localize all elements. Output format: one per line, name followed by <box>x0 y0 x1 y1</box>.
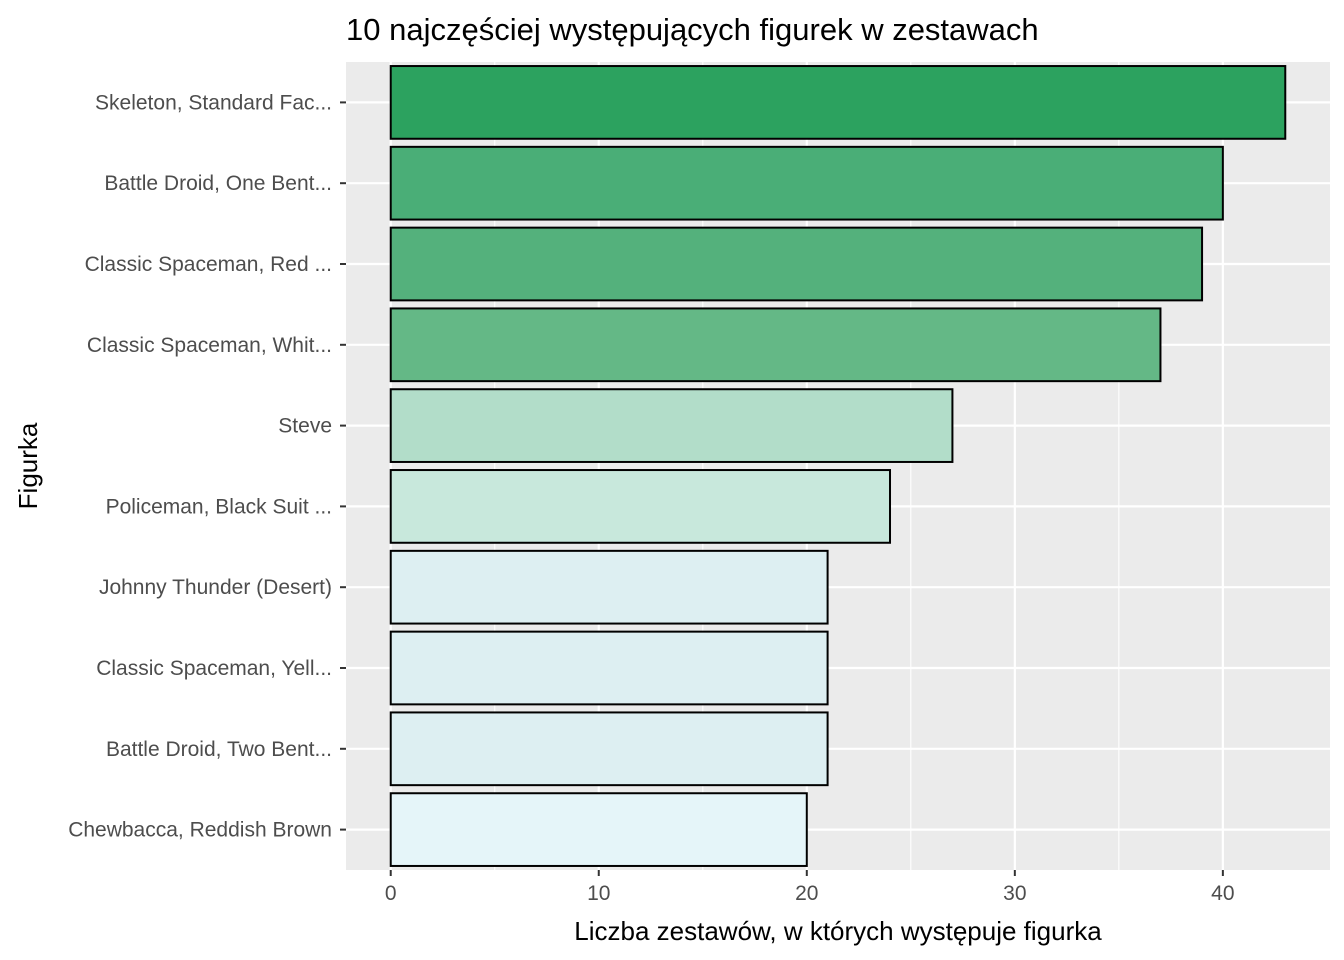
chart-title: 10 najczęściej występujących figurek w z… <box>346 12 1039 47</box>
y-tick-label: Steve <box>278 415 332 438</box>
y-tick-label: Policeman, Black Suit ... <box>106 495 332 518</box>
bar <box>389 226 1204 302</box>
y-tick-label: Chewbacca, Reddish Brown <box>68 819 332 842</box>
bars <box>389 65 1287 867</box>
bar <box>389 549 829 625</box>
x-axis: 0 10 20 30 40 <box>385 870 1235 905</box>
x-tick-label: 0 <box>385 882 397 905</box>
bar <box>389 388 954 463</box>
y-tick-label: Classic Spaceman, Red ... <box>85 253 332 276</box>
x-tick-label: 30 <box>1003 882 1026 905</box>
bar <box>389 469 892 544</box>
y-tick-label: Battle Droid, Two Bent... <box>106 738 332 761</box>
bar <box>389 792 808 867</box>
y-tick-label: Johnny Thunder (Desert) <box>99 576 332 599</box>
bar <box>389 145 1224 221</box>
y-tick-label: Battle Droid, One Bent... <box>104 172 332 195</box>
bar <box>389 630 829 706</box>
y-tick-label: Classic Spaceman, Yell... <box>96 657 332 680</box>
y-tick-label: Classic Spaceman, Whit... <box>87 334 332 357</box>
y-axis: Skeleton, Standard Fac... Battle Droid, O… <box>68 91 346 842</box>
y-tick-label: Skeleton, Standard Fac... <box>95 91 332 114</box>
x-tick-label: 10 <box>587 882 610 905</box>
bar <box>389 307 1162 383</box>
x-axis-title: Liczba zestawów, w których występuje fig… <box>574 916 1102 946</box>
bar <box>389 711 829 787</box>
y-axis-title: Figurka <box>13 422 43 509</box>
bar <box>389 65 1287 140</box>
x-tick-label: 40 <box>1211 882 1234 905</box>
x-tick-label: 20 <box>795 882 818 905</box>
